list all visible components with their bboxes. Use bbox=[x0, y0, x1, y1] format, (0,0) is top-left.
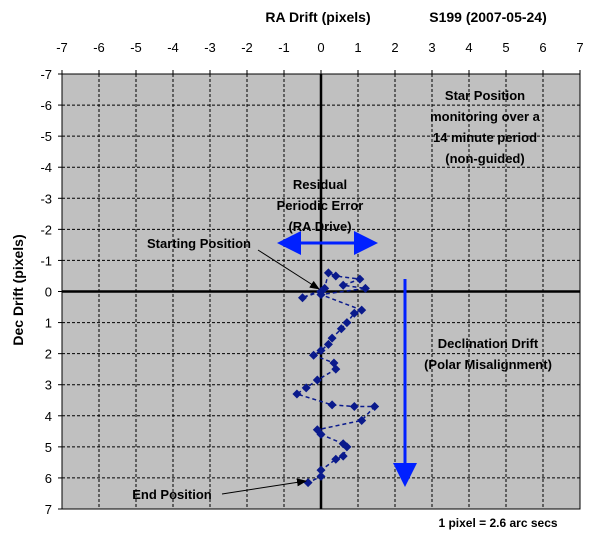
data-point bbox=[309, 350, 319, 360]
data-point bbox=[327, 333, 337, 343]
x-tick-label: -3 bbox=[204, 40, 216, 55]
x-tick-label: 5 bbox=[502, 40, 509, 55]
x-tick-label: 4 bbox=[465, 40, 472, 55]
x-tick-label: -5 bbox=[130, 40, 142, 55]
y-tick-label: -6 bbox=[40, 98, 52, 113]
annotation-star-position: Star Position monitoring over a 14 minut… bbox=[430, 88, 541, 166]
x-tick-label: -4 bbox=[167, 40, 179, 55]
y-tick-label: 1 bbox=[45, 316, 52, 331]
annotation-residual-line-2: Periodic Error bbox=[277, 198, 364, 213]
data-point bbox=[323, 339, 333, 349]
annotation-residual-line-1: Residual bbox=[293, 177, 347, 192]
data-point bbox=[342, 442, 352, 452]
x-tick-label: 2 bbox=[391, 40, 398, 55]
y-tick-label: -2 bbox=[40, 222, 52, 237]
data-point bbox=[338, 280, 348, 290]
y-tick-label: 2 bbox=[45, 347, 52, 362]
y-tick-label: 7 bbox=[45, 502, 52, 517]
y-tick-label: -1 bbox=[40, 253, 52, 268]
y-tick-label: 4 bbox=[45, 409, 52, 424]
annotation-star-position-line-3: 14 minute period bbox=[433, 130, 537, 145]
data-point bbox=[331, 364, 341, 374]
data-point bbox=[316, 465, 326, 475]
y-tick-label: -7 bbox=[40, 67, 52, 82]
y-tick-label: -5 bbox=[40, 129, 52, 144]
data-point bbox=[327, 400, 337, 410]
x-tick-label: -6 bbox=[93, 40, 105, 55]
data-point bbox=[349, 401, 359, 411]
data-point bbox=[370, 401, 380, 411]
start-pointer-arrow bbox=[257, 249, 320, 290]
x-tick-label: 1 bbox=[354, 40, 361, 55]
data-point bbox=[316, 346, 326, 356]
data-point bbox=[331, 271, 341, 281]
x-tick-label: 7 bbox=[576, 40, 583, 55]
data-point bbox=[357, 415, 367, 425]
annotation-star-position-line-1: Star Position bbox=[445, 88, 525, 103]
data-point bbox=[323, 268, 333, 278]
y-tick-label: -4 bbox=[40, 160, 52, 175]
annotation-star-position-line-2: monitoring over a bbox=[430, 109, 541, 124]
data-point bbox=[298, 293, 307, 303]
data-point bbox=[336, 324, 346, 334]
y-tick-label: 6 bbox=[45, 471, 52, 486]
annotation-end-position: End Position bbox=[132, 487, 212, 502]
data-point bbox=[301, 383, 311, 393]
data-point bbox=[320, 283, 330, 293]
annotation-dec-drift-line-2: (Polar Misalignment) bbox=[424, 357, 552, 372]
chart-title: RA Drift (pixels) bbox=[265, 9, 370, 25]
data-point bbox=[312, 375, 322, 385]
data-point bbox=[357, 305, 367, 315]
data-point bbox=[292, 389, 302, 399]
x-tick-label: -7 bbox=[56, 40, 68, 55]
data-point bbox=[331, 454, 341, 464]
y-tick-labels: -7 -6 -5 -4 -3 -2 -1 0 1 2 3 4 5 6 7 bbox=[40, 67, 62, 517]
annotation-star-position-line-4: (non-guided) bbox=[445, 151, 524, 166]
scale-footnote: 1 pixel = 2.6 arc secs bbox=[438, 516, 557, 530]
x-tick-label: 6 bbox=[539, 40, 546, 55]
data-point bbox=[342, 318, 352, 328]
y-axis-label: Dec Drift (pixels) bbox=[10, 234, 26, 345]
x-tick-label: -1 bbox=[278, 40, 290, 55]
annotation-residual-error: Residual Periodic Error (RA Drive) bbox=[277, 177, 364, 234]
annotation-dec-drift-line-1: Declination Drift bbox=[438, 336, 539, 351]
data-point bbox=[349, 308, 359, 318]
annotation-declination-drift: Declination Drift (Polar Misalignment) bbox=[424, 336, 552, 372]
y-tick-label: 5 bbox=[45, 440, 52, 455]
annotation-starting-position: Starting Position bbox=[147, 236, 251, 251]
x-tick-label: 0 bbox=[317, 40, 324, 55]
x-tick-label: 3 bbox=[428, 40, 435, 55]
data-point bbox=[316, 290, 326, 300]
chart-subtitle: S199 (2007-05-24) bbox=[429, 9, 547, 25]
y-tick-label: 0 bbox=[45, 285, 52, 300]
annotation-residual-line-3: (RA Drive) bbox=[288, 219, 351, 234]
y-tick-label: -3 bbox=[40, 191, 52, 206]
x-tick-label: -2 bbox=[241, 40, 253, 55]
data-point bbox=[316, 471, 326, 481]
data-point bbox=[338, 451, 348, 461]
y-tick-label: 3 bbox=[45, 378, 52, 393]
data-point bbox=[360, 283, 370, 293]
data-point bbox=[316, 429, 326, 439]
data-point bbox=[355, 274, 365, 284]
x-tick-labels: -7 -6 -5 -4 -3 -2 -1 0 1 2 3 4 5 6 7 bbox=[56, 40, 584, 74]
end-pointer-arrow bbox=[221, 478, 307, 495]
